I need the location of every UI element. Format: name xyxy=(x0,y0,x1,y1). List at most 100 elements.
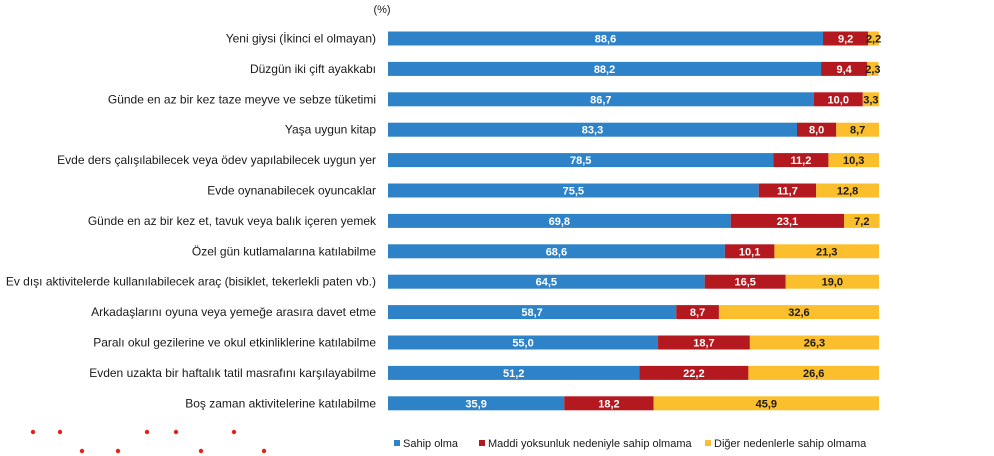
bar-segment xyxy=(388,122,798,137)
data-label: 35,9 xyxy=(465,398,486,410)
bar-segment xyxy=(867,61,879,76)
data-label: 8,7 xyxy=(850,125,865,137)
decorative-dot xyxy=(115,448,121,454)
bar-segment xyxy=(724,244,775,259)
decorative-dot xyxy=(173,429,179,435)
category-label: Özel gün kutlamalarına katılabilme xyxy=(192,244,376,258)
data-label: 10,1 xyxy=(739,246,760,258)
decorative-dots xyxy=(30,429,267,454)
data-label: 83,3 xyxy=(582,125,603,137)
bar-segment xyxy=(774,244,879,259)
bar-segment xyxy=(388,92,814,107)
bar-segment xyxy=(388,244,725,259)
bar-segment xyxy=(388,396,565,411)
bar-segment xyxy=(388,183,759,198)
bar-segment xyxy=(773,153,829,168)
legend-swatch xyxy=(705,440,711,446)
legend-label: Maddi yoksunluk nedeniyle sahip olmama xyxy=(488,438,692,450)
bar-segment xyxy=(388,335,659,350)
bar-segment xyxy=(658,335,750,350)
data-label: 88,2 xyxy=(594,64,615,76)
bar-segment xyxy=(718,305,879,320)
bar-segment xyxy=(730,213,845,228)
bar-segment xyxy=(388,305,677,320)
data-label: 19,0 xyxy=(822,277,843,289)
decorative-dot xyxy=(261,448,267,454)
category-label: Günde en az bir kez taze meyve ve sebze … xyxy=(108,92,376,106)
data-label: 64,5 xyxy=(536,277,557,289)
bar-segment xyxy=(813,92,863,107)
data-label: 18,2 xyxy=(598,398,619,410)
decorative-dot xyxy=(198,448,204,454)
category-label: Evde ders çalışılabilecek veya ödev yapı… xyxy=(57,153,376,167)
data-label: 69,8 xyxy=(549,216,570,228)
data-label: 7,2 xyxy=(854,216,869,228)
bar-segment xyxy=(388,61,822,76)
category-label: Paralı okul gezilerine ve okul etkinlikl… xyxy=(93,336,376,350)
bar-segment xyxy=(639,365,749,380)
decorative-dot xyxy=(144,429,150,435)
bar-segment xyxy=(816,183,879,198)
data-label: 32,6 xyxy=(788,307,809,319)
data-label: 78,5 xyxy=(570,155,591,167)
bar-segment xyxy=(758,183,817,198)
category-label: Yaşa uygun kitap xyxy=(285,123,376,137)
legend-swatch xyxy=(394,440,400,446)
data-label: 88,6 xyxy=(595,34,616,46)
legend: Sahip olma Maddi yoksunluk nedeniyle sahi… xyxy=(394,438,867,450)
data-label: 11,2 xyxy=(791,155,812,167)
bar-segment xyxy=(823,31,869,46)
data-label: 55,0 xyxy=(512,338,533,350)
bar-segment xyxy=(388,153,774,168)
bar-segment xyxy=(388,274,705,289)
bar-segment xyxy=(653,396,879,411)
decorative-dot xyxy=(57,429,63,435)
data-label: 2,2 xyxy=(866,34,881,46)
data-label: 8,7 xyxy=(690,307,705,319)
category-label: Yeni giysi (İkinci el olmayan) xyxy=(226,32,376,46)
data-label: 10,3 xyxy=(843,155,864,167)
category-label: Boş zaman aktivitelerine katılabilme xyxy=(185,396,376,410)
data-label: 51,2 xyxy=(503,368,524,380)
bar-segment xyxy=(821,61,868,76)
decorative-dot xyxy=(79,448,85,454)
bar-segment xyxy=(785,274,879,289)
bar-segment xyxy=(564,396,654,411)
data-label: 86,7 xyxy=(590,94,611,106)
unit-label: (%) xyxy=(373,4,390,16)
decorative-dot xyxy=(30,429,36,435)
bar-segment xyxy=(388,213,731,228)
bar-segment xyxy=(844,213,880,228)
data-label: 45,9 xyxy=(756,398,777,410)
data-label: 75,5 xyxy=(563,186,584,198)
category-label: Arkadaşlarını oyuna veya yemeğe arasıra … xyxy=(91,305,376,319)
bar-segment xyxy=(828,153,879,168)
bar-segment xyxy=(797,122,837,137)
category-label: Evde oynanabilecek oyuncaklar xyxy=(207,184,376,198)
bar-segment xyxy=(749,335,879,350)
data-label: 18,7 xyxy=(693,338,714,350)
legend-swatch xyxy=(479,440,485,446)
legend-label: Diğer nedenlerle sahip olmama xyxy=(714,438,867,450)
category-label: Ev dışı aktivitelerde kullanılabilecek a… xyxy=(6,275,376,289)
bar-segment xyxy=(388,31,824,46)
data-label: 58,7 xyxy=(521,307,542,319)
data-label: 26,6 xyxy=(803,368,824,380)
data-label: 2,3 xyxy=(865,64,880,76)
bar-segment xyxy=(748,365,879,380)
category-label: Günde en az bir kez et, tavuk veya balık… xyxy=(88,214,377,228)
bar-segment xyxy=(676,305,719,320)
data-label: 21,3 xyxy=(816,246,837,258)
data-label: 23,1 xyxy=(777,216,798,228)
bar-segment xyxy=(836,122,879,137)
data-label: 8,0 xyxy=(809,125,824,137)
bar-segment xyxy=(388,365,640,380)
data-label: 9,4 xyxy=(836,64,852,76)
data-label: 10,0 xyxy=(828,94,849,106)
bar-segment xyxy=(868,31,879,46)
bars xyxy=(388,31,880,411)
data-label: 11,7 xyxy=(777,186,798,198)
category-label: Evden uzakta bir haftalık tatil masrafın… xyxy=(89,366,376,380)
data-label: 68,6 xyxy=(546,246,567,258)
